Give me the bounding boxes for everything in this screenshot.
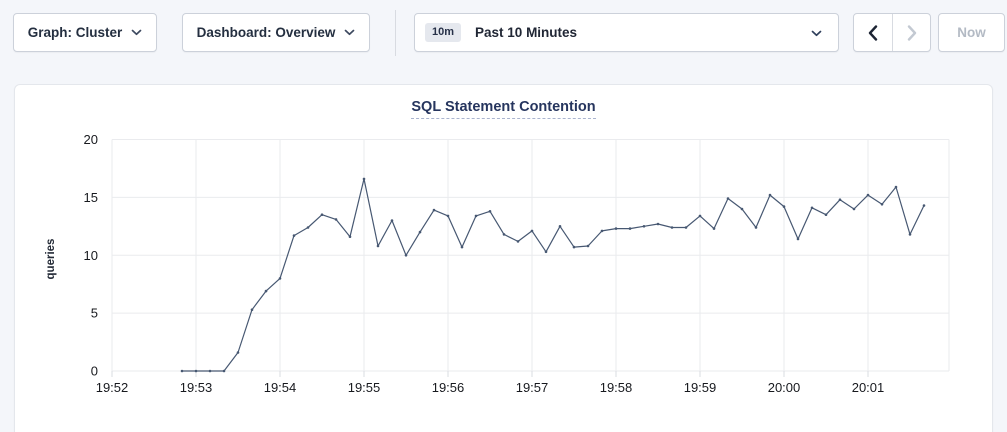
data-point [894,185,898,189]
data-point [656,222,660,226]
x-tick-label: 19:54 [264,380,297,395]
data-point [180,369,184,373]
chart-title[interactable]: SQL Statement Contention [411,99,596,119]
x-tick-label: 19:56 [432,380,465,395]
data-point [446,214,450,218]
next-window-button[interactable] [892,14,930,51]
data-point [488,210,492,213]
data-point [502,233,506,236]
data-point [908,233,912,236]
dashboard-dropdown-label: Dashboard: Overview [196,25,336,40]
data-point [404,254,408,257]
data-point [712,227,716,230]
data-point [754,226,758,229]
data-point [348,235,352,238]
data-point [880,203,884,206]
y-tick-label: 15 [84,190,98,205]
toolbar-divider [395,10,396,56]
queries-series-line [182,178,925,372]
data-point [726,197,730,200]
data-point [334,218,338,221]
data-point [474,214,478,218]
data-point [460,245,464,249]
graph-dropdown[interactable]: Graph: Cluster [13,13,157,52]
data-point [418,230,422,234]
data-point [740,207,744,211]
time-range-dropdown[interactable]: 10m Past 10 Minutes [414,13,839,52]
y-axis-label: queries [45,239,57,280]
x-tick-label: 20:00 [768,380,801,395]
dashboard-dropdown[interactable]: Dashboard: Overview [182,13,370,52]
x-tick-label: 19:59 [684,380,717,395]
time-window-nav [853,13,931,52]
data-point [362,177,366,181]
data-point [866,193,870,197]
sql-contention-line-chart[interactable]: 0 5 10 15 20 19:52 19:53 19:54 19:55 19:56 19:57 19… [15,85,994,425]
y-tick-label: 10 [84,248,98,263]
top-toolbar: Graph: Cluster Dashboard: Overview 10m P… [0,0,1007,66]
data-point [572,245,576,249]
data-point [544,250,548,254]
data-point [600,229,604,233]
time-range-selected-label: Past 10 Minutes [475,25,578,40]
now-button-label: Now [957,25,986,40]
data-point [306,226,310,229]
data-point [194,369,198,373]
data-point [208,369,212,373]
data-point [782,205,786,208]
data-point [670,226,674,229]
data-point [628,227,632,230]
chevron-down-icon [811,30,822,37]
y-tick-label: 20 [84,132,98,147]
data-point [796,237,800,241]
data-point [320,213,324,216]
data-point [250,308,254,311]
data-point [292,234,296,237]
now-button[interactable]: Now [938,13,1005,52]
data-point [530,229,534,233]
x-tick-label: 19:52 [96,380,129,395]
data-point [642,225,646,228]
data-point [810,206,814,210]
chevron-right-icon [907,24,916,41]
x-tick-label: 19:57 [516,380,549,395]
x-tick-label: 19:53 [180,380,213,395]
data-point [586,244,590,248]
x-tick-label: 19:55 [348,380,381,395]
data-point [768,193,772,197]
data-point [852,207,856,211]
data-point [236,351,240,354]
data-point [614,227,618,230]
data-point [558,225,562,228]
prev-window-button[interactable] [854,14,892,51]
data-point [684,226,688,229]
chevron-left-icon [868,24,878,41]
chart-card: SQL Statement Contention 0 5 10 15 20 19:52 19… [14,84,993,432]
x-tick-label: 20:01 [852,380,885,395]
chevron-down-icon [345,29,355,36]
data-point [264,289,268,293]
data-point [432,208,436,212]
data-point [516,240,520,243]
data-point [376,244,380,248]
time-range-badge: 10m [425,23,462,42]
x-tick-label: 19:58 [600,380,633,395]
data-point [922,204,926,207]
chart-title-row: SQL Statement Contention [15,98,992,119]
chevron-down-icon [131,29,142,36]
data-point [390,219,394,222]
data-point [278,277,282,280]
y-tick-label: 5 [91,306,98,321]
y-tick-label: 0 [91,364,98,379]
graph-dropdown-label: Graph: Cluster [27,25,123,40]
data-point [222,369,226,373]
data-point [838,198,842,201]
data-point [824,213,828,216]
data-point [698,214,702,218]
